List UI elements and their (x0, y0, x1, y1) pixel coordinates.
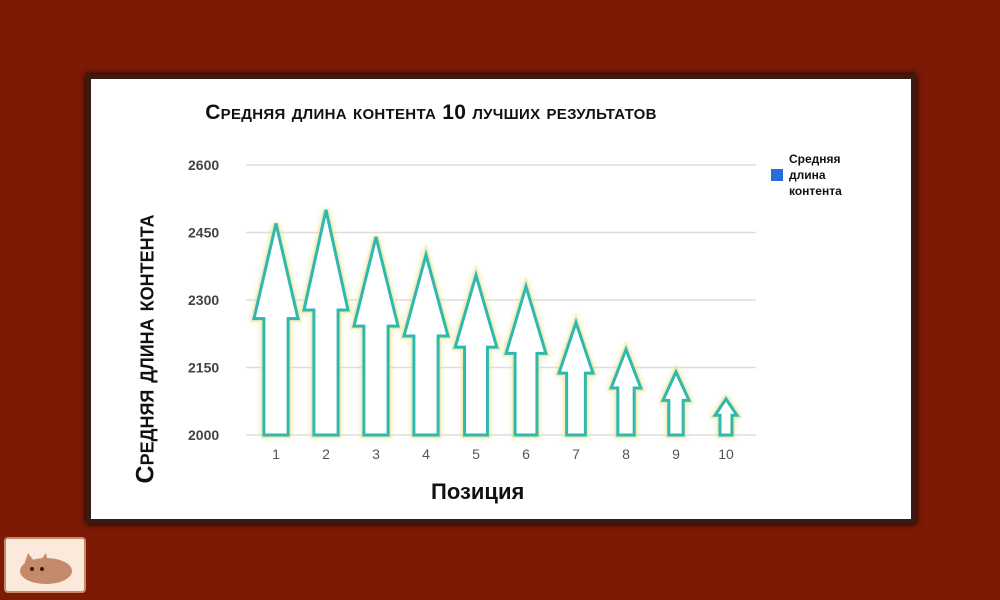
arrow-bar (504, 281, 548, 437)
y-tick-label: 2150 (188, 360, 219, 376)
arrow-bar (660, 368, 692, 437)
y-tick-label: 2450 (188, 225, 219, 241)
arrow-bar (252, 223, 300, 437)
x-tick-label: 3 (372, 446, 380, 462)
chart-panel: Средняя длина контента 10 лучших результ… (86, 74, 916, 524)
x-tick-label: 4 (422, 446, 430, 462)
arrow-bar (302, 209, 350, 437)
x-tick-label: 9 (672, 446, 680, 462)
arrow-bar (556, 317, 596, 437)
legend-swatch (771, 169, 783, 181)
y-tick-label: 2300 (188, 292, 219, 308)
legend-label: Средняя длина контента (789, 152, 842, 198)
x-tick-label: 8 (622, 446, 630, 462)
x-axis-label: Позиция (431, 479, 525, 504)
x-tick-label: 6 (522, 446, 530, 462)
plot-area: 2000 2150 2300 2450 2600 1 2 3 4 5 6 7 8 9 10 (188, 157, 756, 462)
x-tick-label: 1 (272, 446, 280, 462)
arrow-bar (352, 236, 400, 437)
x-tick-label: 5 (472, 446, 480, 462)
x-tick-label: 7 (572, 446, 580, 462)
x-tick-label: 2 (322, 446, 330, 462)
legend: Средняя длина контента (771, 151, 869, 199)
y-tick-label: 2600 (188, 157, 219, 173)
arrow-bar (402, 249, 450, 437)
arrow-bar (712, 396, 740, 437)
x-tick-label: 10 (718, 446, 734, 462)
arrow-bar (453, 269, 499, 437)
y-tick-label: 2000 (188, 427, 219, 443)
cat-icon[interactable] (4, 537, 86, 593)
chart-title: Средняя длина контента 10 лучших результ… (205, 101, 657, 124)
arrow-bar (608, 345, 644, 437)
